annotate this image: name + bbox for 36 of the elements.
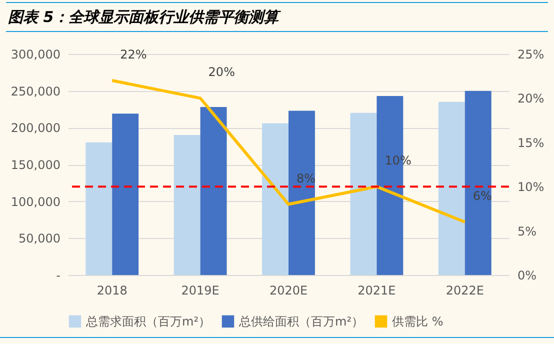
bar [288, 110, 315, 275]
y2-tick-label: 5% [518, 224, 537, 238]
y2-tick-label: 10% [518, 180, 544, 194]
bar [438, 102, 465, 275]
bar [464, 90, 492, 275]
bar [200, 107, 227, 275]
x-tick-label: 2020E [269, 284, 308, 298]
data-label: 22% [120, 48, 147, 62]
legend-label: 总供给面积（百万m²） [238, 314, 364, 328]
legend-label: 供需比 % [392, 314, 444, 328]
y-tick-label: - [56, 268, 60, 282]
data-label: 8% [296, 171, 316, 186]
y-tick-label: 300,000 [10, 48, 60, 62]
y-tick-label: 100,000 [10, 194, 60, 209]
y-tick-label: 50,000 [18, 232, 60, 246]
legend-label: 总需求面积（百万m²） [85, 314, 210, 328]
bar [262, 123, 288, 275]
x-tick-label: 2019E [181, 284, 220, 298]
data-label: 6% [472, 188, 492, 203]
y-tick-label: 200,000 [10, 121, 60, 136]
x-tick-label: 2018 [96, 284, 128, 298]
x-tick-label: 2022E [446, 284, 484, 298]
chart-title: 图表 5：全球显示面板行业供需平衡测算 [6, 2, 548, 32]
y-tick-label: 250,000 [10, 84, 60, 98]
bar [86, 142, 112, 275]
y2-tick-label: 15% [518, 136, 544, 150]
bar [350, 112, 377, 275]
y2-tick-label: 20% [518, 92, 544, 106]
bar [112, 114, 139, 275]
data-label: 20% [208, 65, 235, 80]
y-tick-label: 150,000 [10, 158, 60, 172]
y2-tick-label: 25% [518, 48, 544, 62]
y2-tick-label: 0% [518, 268, 537, 282]
line-series [110, 79, 466, 224]
bar [174, 135, 200, 275]
x-tick-label: 2021E [358, 284, 396, 298]
